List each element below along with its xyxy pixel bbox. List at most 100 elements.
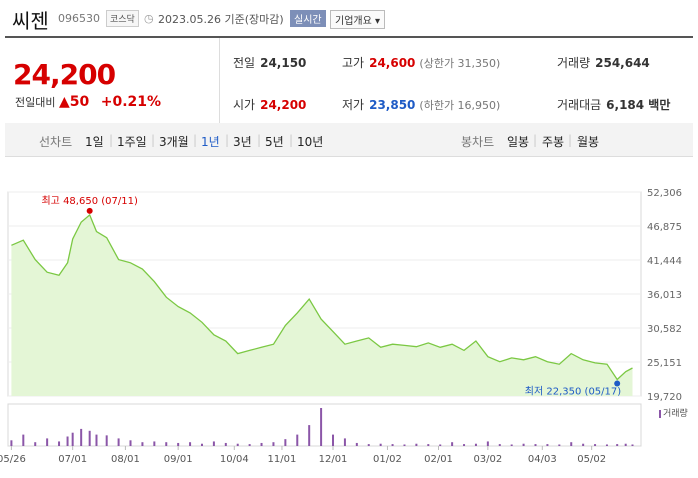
volume: 거래량 254,644: [557, 54, 650, 71]
candle-monthly[interactable]: 월봉: [577, 135, 600, 149]
volume-bar: [80, 428, 83, 446]
volume-bar: [88, 430, 91, 446]
volume-bar: [153, 441, 156, 446]
volume-bar: [296, 434, 299, 446]
volume-bar: [320, 408, 323, 446]
high: 고가 24,600 (상한가 31,350): [342, 54, 500, 71]
y-tick-label: 19,720: [647, 392, 682, 403]
price-line: [11, 213, 633, 381]
volume-bar: [486, 441, 489, 446]
x-tick-label: 04/03: [528, 454, 557, 465]
high-label: 최고 48,650 (07/11): [41, 195, 137, 207]
stock-name: 씨젠: [12, 9, 49, 33]
candle-chart-label: 봉차트: [461, 135, 495, 149]
divider: |: [225, 133, 230, 147]
divider: |: [289, 133, 294, 147]
prev-close-value: 24,150: [260, 56, 307, 70]
open: 시가 24,200: [233, 96, 306, 113]
volume-bar: [117, 438, 120, 446]
volume-bar: [631, 444, 634, 446]
divider: |: [193, 133, 198, 147]
x-tick-label: 02/01: [424, 454, 453, 465]
volume-bar: [10, 440, 13, 446]
chevron-down-icon: ▾: [375, 16, 381, 27]
trade-amount: 거래대금 6,184 백만: [557, 96, 670, 113]
x-tick-label: 05/02: [577, 454, 606, 465]
high-label: 고가: [342, 56, 365, 70]
low-marker: [614, 380, 621, 387]
volume-bar: [71, 432, 74, 446]
divider: |: [568, 133, 573, 147]
x-tick-label: 07/01: [58, 454, 87, 465]
quote-panel: 24,200 전일대비 ▲50 +0.21% 전일 24,150 고가 24,600…: [5, 36, 693, 125]
x-tick-label: 01/02: [373, 454, 402, 465]
period-bar: 선차트 1일 | 1주일 | 3개월 | 1년 | 3년 | 5년 | 10년 …: [5, 123, 693, 157]
low-label: 최저 22,350 (05/17): [525, 386, 621, 398]
volume-bar: [177, 442, 180, 446]
low: 저가 23,850 (하한가 16,950): [342, 96, 500, 113]
volume-bar: [332, 434, 335, 446]
volume-bar: [582, 443, 585, 446]
period-1y[interactable]: 1년: [201, 135, 220, 149]
high-marker: [86, 207, 93, 214]
volume-bar: [570, 442, 573, 446]
volume-bar: [463, 444, 466, 446]
divider: |: [257, 133, 262, 147]
x-tick-label: 10/04: [220, 454, 249, 465]
company-overview-dropdown[interactable]: 기업개요 ▾: [330, 10, 386, 29]
amount-value: 6,184 백만: [606, 98, 671, 112]
volume-bar: [248, 444, 251, 446]
volume-label: 거래량: [557, 56, 591, 70]
x-tick-label: 12/01: [319, 454, 348, 465]
lower-limit: (하한가 16,950): [419, 99, 501, 112]
y-tick-label: 52,306: [647, 188, 682, 199]
candle-daily[interactable]: 일봉: [507, 135, 530, 149]
volume-bar: [200, 443, 203, 446]
volume-value: 254,644: [595, 56, 650, 70]
change-label: 전일대비: [15, 96, 56, 109]
y-tick-label: 41,444: [647, 256, 682, 267]
period-10y[interactable]: 10년: [297, 135, 324, 149]
volume-bar: [451, 442, 454, 446]
change-value: 50: [69, 94, 90, 110]
change-row: 전일대비 ▲50 +0.21%: [15, 94, 161, 110]
candle-weekly[interactable]: 주봉: [542, 135, 565, 149]
x-tick-label: 09/01: [164, 454, 193, 465]
volume-bar: [379, 443, 382, 446]
divider: |: [151, 133, 156, 147]
volume-bar: [189, 442, 192, 446]
line-chart-label: 선차트: [39, 135, 73, 149]
volume-bar: [260, 442, 263, 446]
price-area: [11, 214, 633, 396]
volume-bar: [212, 441, 215, 446]
period-1w[interactable]: 1주일: [117, 135, 147, 149]
period-5y[interactable]: 5년: [265, 135, 284, 149]
high-value: 24,600: [369, 56, 416, 70]
volume-bar: [105, 435, 108, 446]
period-3m[interactable]: 3개월: [159, 135, 189, 149]
volume-frame: [7, 403, 642, 447]
period-3y[interactable]: 3년: [233, 135, 252, 149]
volume-legend-marker: [659, 409, 661, 418]
volume-legend-label: 거래량: [663, 409, 688, 419]
volume-bar: [236, 443, 239, 446]
volume-bar: [558, 444, 561, 446]
up-triangle-icon: ▲: [58, 94, 70, 110]
period-1d[interactable]: 1일: [85, 135, 104, 149]
prev-close: 전일 24,150: [233, 54, 306, 71]
volume-bar: [391, 444, 394, 446]
prev-close-label: 전일: [233, 56, 256, 70]
volume-bar: [224, 442, 227, 446]
volume-bar: [605, 444, 608, 446]
volume-bar: [594, 444, 597, 446]
current-price: 24,200: [13, 58, 116, 91]
realtime-button[interactable]: 실시간: [290, 10, 326, 27]
volume-bar: [616, 444, 619, 446]
low-value: 23,850: [369, 98, 416, 112]
volume-bar: [165, 442, 168, 446]
volume-bar: [66, 436, 69, 446]
y-tick-label: 25,151: [647, 358, 682, 369]
amount-label: 거래대금: [557, 98, 602, 112]
volume-bar: [403, 444, 406, 446]
